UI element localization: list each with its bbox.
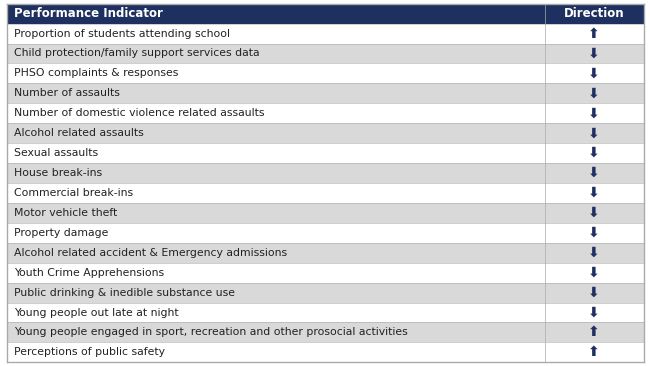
Text: ⬇: ⬇ (588, 306, 600, 320)
Bar (545, 263, 644, 283)
Bar (6, 303, 545, 322)
Bar (6, 223, 545, 243)
Text: PHSO complaints & responses: PHSO complaints & responses (14, 68, 179, 78)
Text: Motor vehicle theft: Motor vehicle theft (14, 208, 118, 218)
Bar (545, 23, 644, 44)
Bar (545, 163, 644, 183)
Text: ⬇: ⬇ (588, 226, 600, 240)
Text: ⬇: ⬇ (588, 285, 600, 300)
Text: Young people engaged in sport, recreation and other prosocial activities: Young people engaged in sport, recreatio… (14, 328, 408, 337)
Bar (6, 123, 545, 143)
Bar (545, 322, 644, 343)
Text: Number of assaults: Number of assaults (14, 88, 120, 98)
Bar (545, 183, 644, 203)
Bar (545, 123, 644, 143)
Bar (6, 283, 545, 303)
Bar (6, 44, 545, 63)
Bar (6, 4, 545, 23)
Bar (6, 143, 545, 163)
Bar (545, 63, 644, 83)
Text: Alcohol related accident & Emergency admissions: Alcohol related accident & Emergency adm… (14, 248, 287, 258)
Text: ⬇: ⬇ (588, 46, 600, 60)
Bar (6, 183, 545, 203)
Bar (6, 103, 545, 123)
Text: ⬇: ⬇ (588, 106, 600, 120)
Text: Perceptions of public safety: Perceptions of public safety (14, 347, 165, 357)
Text: Sexual assaults: Sexual assaults (14, 148, 98, 158)
Text: ⬆: ⬆ (588, 346, 600, 359)
Bar (6, 63, 545, 83)
Bar (545, 243, 644, 263)
Bar (545, 283, 644, 303)
Text: ⬇: ⬇ (588, 206, 600, 220)
Bar (6, 203, 545, 223)
Text: ⬇: ⬇ (588, 66, 600, 81)
Bar (545, 343, 644, 362)
Text: Property damage: Property damage (14, 228, 109, 238)
Bar (545, 223, 644, 243)
Text: Direction: Direction (564, 7, 625, 20)
Bar (6, 322, 545, 343)
Bar (6, 343, 545, 362)
Bar (6, 83, 545, 103)
Text: ⬇: ⬇ (588, 266, 600, 280)
Bar (6, 243, 545, 263)
Text: ⬇: ⬇ (588, 186, 600, 200)
Bar (545, 44, 644, 63)
Text: ⬇: ⬇ (588, 246, 600, 260)
Text: Performance Indicator: Performance Indicator (14, 7, 163, 20)
Bar (545, 143, 644, 163)
Text: House break-ins: House break-ins (14, 168, 102, 178)
Text: Child protection/family support services data: Child protection/family support services… (14, 48, 260, 59)
Bar (545, 83, 644, 103)
Text: ⬇: ⬇ (588, 146, 600, 160)
Bar (545, 4, 644, 23)
Text: Youth Crime Apprehensions: Youth Crime Apprehensions (14, 268, 164, 278)
Bar (545, 103, 644, 123)
Text: ⬇: ⬇ (588, 86, 600, 100)
Text: Public drinking & inedible substance use: Public drinking & inedible substance use (14, 288, 235, 298)
Text: ⬆: ⬆ (588, 27, 600, 41)
Bar (6, 23, 545, 44)
Bar (6, 163, 545, 183)
Bar (6, 263, 545, 283)
Text: ⬇: ⬇ (588, 166, 600, 180)
Text: Young people out late at night: Young people out late at night (14, 307, 179, 318)
Text: Proportion of students attending school: Proportion of students attending school (14, 29, 230, 38)
Bar (545, 303, 644, 322)
Text: ⬇: ⬇ (588, 126, 600, 140)
Text: Alcohol related assaults: Alcohol related assaults (14, 128, 144, 138)
Text: Commercial break-ins: Commercial break-ins (14, 188, 133, 198)
Text: ⬆: ⬆ (588, 325, 600, 339)
Bar (545, 203, 644, 223)
Text: Number of domestic violence related assaults: Number of domestic violence related assa… (14, 108, 265, 118)
